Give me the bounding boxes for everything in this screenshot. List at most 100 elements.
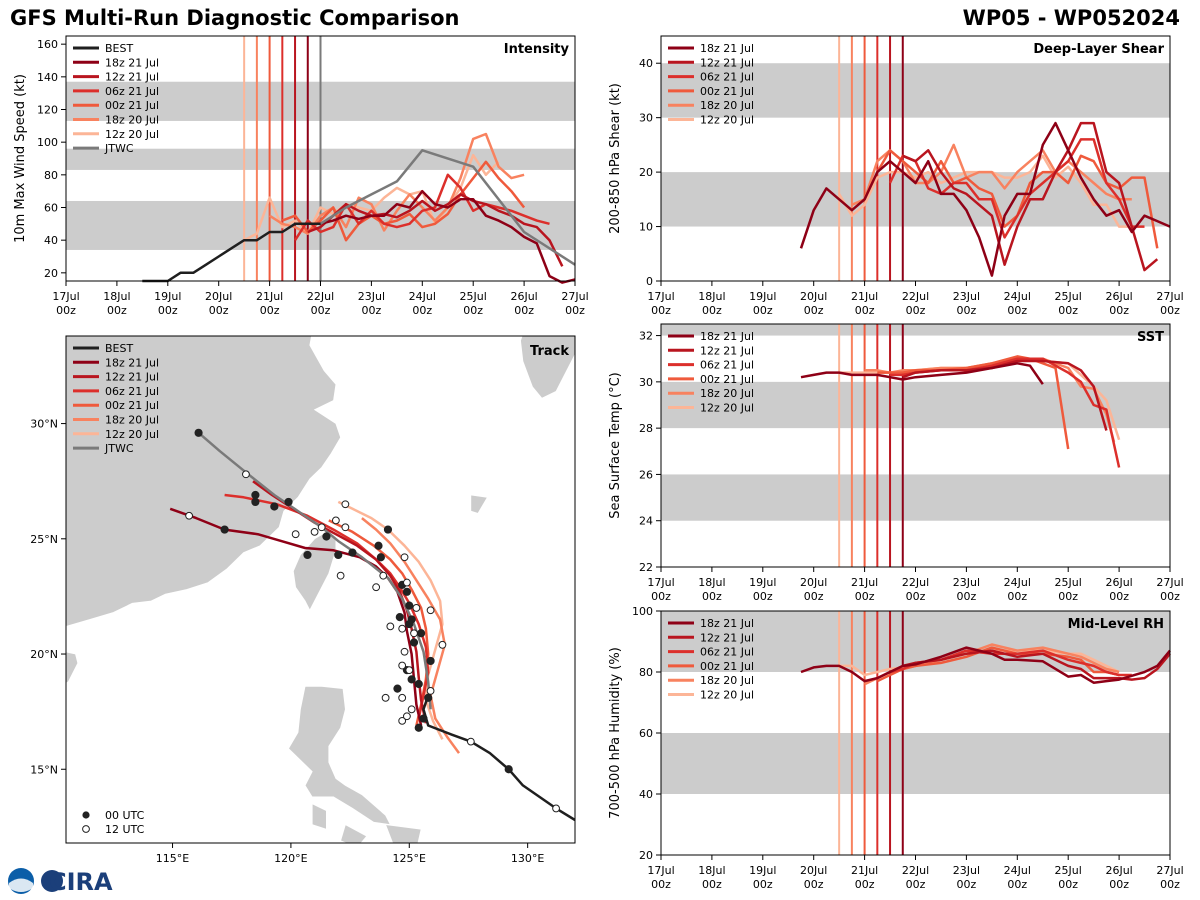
rh-xtick-day: 27Jul	[1156, 864, 1183, 877]
kyushu-island	[520, 336, 575, 399]
track-xtick-label: 115°E	[156, 852, 189, 865]
rh-xtick-hour: 00z	[702, 878, 722, 891]
rh-ytick-label: 60	[639, 727, 653, 740]
sst-ytick-label: 26	[639, 468, 653, 481]
storm-id-title: WP05 - WP052024	[962, 6, 1180, 30]
rh-panel-title: Mid-Level RH	[1068, 617, 1164, 632]
sst-xtick-hour: 00z	[906, 590, 926, 603]
rh-xtick-day: 17Jul	[647, 864, 674, 877]
noaa-wave-icon	[9, 878, 33, 892]
track-marker-00utc	[270, 502, 279, 511]
track-frame	[65, 335, 576, 844]
cira-logo-text: CIRA	[49, 868, 113, 896]
track-marker-12utc	[398, 716, 407, 725]
sst-legend-label: 06z 21 Jul	[700, 359, 754, 372]
shear-xtick-hour: 00z	[702, 304, 722, 317]
shear-xtick-hour: 00z	[906, 304, 926, 317]
intensity-ytick-label: 60	[44, 202, 58, 215]
track-marker-00utc	[374, 541, 383, 550]
track-marker-12utc	[403, 712, 411, 721]
rh-xtick-day: 21Jul	[851, 864, 878, 877]
rh-ytick-label: 20	[639, 849, 653, 862]
globe-icon	[41, 870, 63, 892]
rh-series-line	[902, 649, 1171, 681]
rh-legend-label: 06z 21 Jul	[700, 646, 754, 659]
sst-ytick-label: 22	[639, 561, 653, 574]
sst-xtick-hour: 00z	[957, 590, 977, 603]
intensity-legend-label: 06z 21 Jul	[105, 85, 159, 98]
intensity-xtick-day: 27Jul	[561, 290, 588, 303]
rh-xtick-hour: 00z	[1109, 878, 1129, 891]
shear-xtick-day: 17Jul	[647, 290, 674, 303]
intensity-xtick-day: 17Jul	[52, 290, 79, 303]
sst-xtick-day: 26Jul	[1105, 576, 1132, 589]
track-legend-label: 12z 20 Jul	[105, 428, 159, 441]
intensity-ytick-label: 120	[37, 104, 58, 117]
track-series-line	[422, 688, 575, 822]
track-marker-12utc	[185, 511, 194, 520]
intensity-legend-label: 00z 21 Jul	[105, 99, 159, 112]
intensity-ytick-label: 20	[44, 267, 58, 280]
intensity-xtick-hour: 00z	[565, 304, 585, 317]
intensity-series-line	[281, 160, 526, 242]
rh-ytick-label: 40	[639, 788, 653, 801]
sst-plot-area	[661, 324, 1170, 567]
track-marker-12utc	[407, 705, 416, 714]
sst-xtick-day: 18Jul	[698, 576, 725, 589]
shear-legend-label: 00z 21 Jul	[700, 85, 754, 98]
track-marker-00utc	[424, 693, 433, 702]
rh-ytick-label: 100	[632, 605, 653, 618]
track-marker-00utc	[383, 525, 393, 534]
sst-xtick-day: 27Jul	[1156, 576, 1183, 589]
sst-ytick-label: 32	[639, 330, 653, 343]
rh-ytick-label: 80	[639, 666, 653, 679]
sst-xtick-hour: 00z	[753, 590, 773, 603]
track-marker-00utc	[402, 587, 412, 596]
track-marker-00utc	[251, 490, 260, 500]
sst-xtick-day: 25Jul	[1055, 576, 1082, 589]
track-legend-label: JTWC	[104, 442, 134, 455]
shear-legend-label: 18z 20 Jul	[700, 99, 754, 112]
rh-xtick-hour: 00z	[753, 878, 773, 891]
shear-xtick-day: 23Jul	[953, 290, 980, 303]
track-marker-00utc	[419, 714, 428, 723]
rh-xtick-hour: 00z	[804, 878, 824, 891]
intensity-xtick-day: 24Jul	[409, 290, 436, 303]
track-marker-12utc	[412, 604, 421, 612]
track-marker-00utc	[417, 629, 426, 638]
track-marker-12utc	[403, 578, 411, 587]
shear-xtick-day: 25Jul	[1055, 290, 1082, 303]
track-marker-12utc	[336, 571, 345, 580]
shear-xtick-hour: 00z	[1160, 304, 1180, 317]
sst-panel-title: SST	[1137, 330, 1164, 345]
sst-ytick-label: 30	[639, 376, 653, 389]
sst-xtick-hour: 00z	[855, 590, 875, 603]
intensity-xtick-day: 26Jul	[510, 290, 537, 303]
figure-title: GFS Multi-Run Diagnostic Comparison	[10, 6, 460, 30]
intensity-panel: 2040608010012014016017Jul00z18Jul00z19Ju…	[13, 35, 589, 317]
track-marker-00utc	[407, 675, 416, 684]
track-marker-00utc	[414, 723, 423, 732]
intensity-legend-label: JTWC	[104, 142, 134, 155]
track-legend-label: 00z 21 Jul	[105, 399, 159, 412]
track-legend-label: 18z 21 Jul	[105, 356, 159, 369]
sst-threshold-band	[661, 324, 1170, 336]
track-marker-12utc	[291, 530, 300, 539]
track-marker-12utc	[426, 687, 435, 695]
rh-legend-label: 12z 21 Jul	[700, 631, 754, 644]
intensity-series-line	[320, 189, 576, 284]
sst-xtick-day: 22Jul	[902, 576, 929, 589]
rh-panel: 2040608010017Jul00z18Jul00z19Jul00z20Jul…	[608, 605, 1184, 891]
sst-xtick-hour: 00z	[1007, 590, 1027, 603]
shear-xtick-day: 26Jul	[1105, 290, 1132, 303]
track-series-line	[197, 431, 432, 710]
sst-xtick-day: 20Jul	[800, 576, 827, 589]
track-marker-12utc	[405, 666, 414, 675]
hainan-island	[66, 651, 79, 684]
intensity-legend-label: BEST	[105, 42, 133, 55]
track-marker-00utc	[414, 679, 423, 689]
rh-xtick-day: 26Jul	[1105, 864, 1132, 877]
rh-legend-label: 18z 21 Jul	[700, 617, 754, 630]
track-marker-12utc	[310, 527, 319, 536]
